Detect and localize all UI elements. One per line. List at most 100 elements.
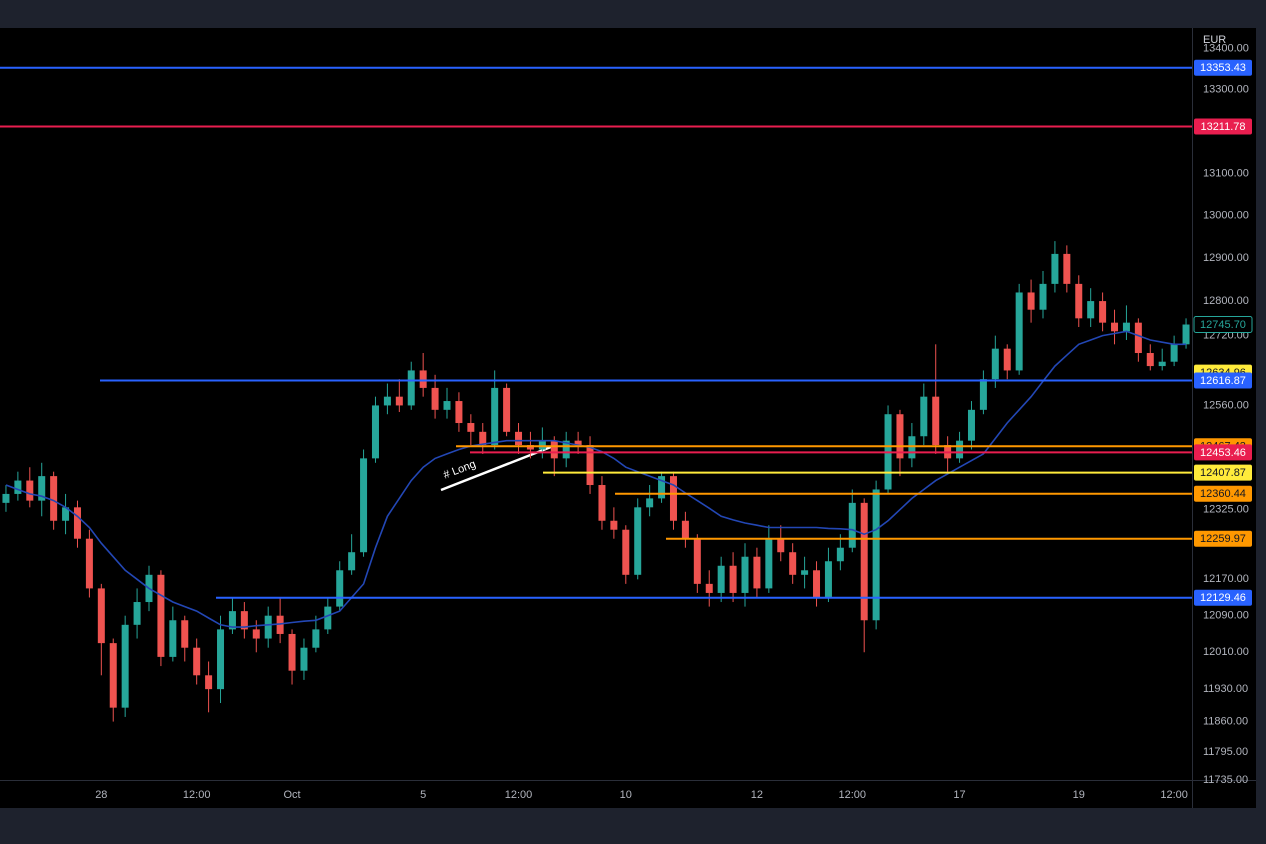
price-label-bg [1194,589,1252,606]
candle-body [717,565,725,593]
candle-body [789,552,797,575]
y-tick-label: 13100.00 [1203,167,1249,179]
candle-body [1099,301,1107,323]
candle-body [765,538,773,589]
candle-body [1158,361,1166,367]
price-label: 13211.78 [1200,121,1245,133]
price-label-bg [1194,444,1252,461]
candle-body [1039,283,1047,310]
candle-body [431,387,439,410]
candle-body [979,379,987,410]
chart-panel [0,28,1256,808]
y-tick-label: 12090.00 [1203,610,1249,622]
candle-body [503,387,511,432]
candle-body [1075,283,1083,319]
x-tick-label: 10 [620,789,632,801]
y-tick-label: 12010.00 [1203,646,1249,658]
candle-body [491,387,499,446]
candle-body [1063,253,1071,284]
x-tick-label: 28 [95,789,107,801]
candle-body [610,520,618,530]
x-tick-label: 12:00 [839,789,867,801]
candle-body [38,476,46,501]
y-tick-label: 13400.00 [1203,42,1249,54]
candle-body [348,552,356,571]
candle-body [634,507,642,575]
candle-body [395,396,403,406]
candle-body [73,507,81,539]
candle-body [1087,301,1095,319]
candle-body [228,611,236,630]
y-tick-label: 11930.00 [1203,683,1248,695]
candle-body [669,476,677,521]
candle-body [860,502,868,621]
x-tick-label: Oct [283,789,300,801]
candle-body [646,498,654,508]
last-price-label: 12745.70 [1200,319,1246,331]
x-tick-label: 12:00 [183,789,211,801]
price-label: 12616.87 [1200,375,1246,387]
price-label-bg [1194,118,1252,135]
candle-body [193,647,201,676]
y-tick-label: 11860.00 [1203,715,1248,727]
candle-body [681,520,689,539]
candle-body [276,615,284,634]
candle-body [26,480,34,501]
candle-body [252,629,260,639]
last-price-bg [1193,316,1253,334]
y-tick-label: 12900.00 [1203,252,1249,264]
y-tick-label: 12560.00 [1203,399,1249,411]
candle-body [526,445,534,450]
candle-body [312,629,320,648]
candle-body [658,476,666,499]
y-tick-label: 12170.00 [1203,573,1249,585]
candle-body [1003,348,1011,371]
candle-body [62,507,70,521]
candle-body [967,409,975,441]
candle-body [217,629,225,690]
candle-body [2,493,10,503]
price-label-bg [1194,372,1252,389]
candle-body [407,370,415,406]
x-tick-label: 12:00 [505,789,533,801]
candle-body [920,396,928,437]
price-label: 12453.46 [1200,447,1246,459]
candle-body [300,647,308,671]
candle-body [1170,344,1178,362]
price-label-bg [1194,530,1252,547]
candle-body [705,583,713,593]
candle-body [729,565,737,593]
price-axis: EUR 13400.00 13300.00 13100.00 13000.00 1290… [1193,34,1253,786]
x-tick-label: 19 [1073,789,1085,801]
candle-body [1146,353,1154,367]
candle-body [181,620,189,648]
candle-body [455,401,463,424]
y-tick-label: 11735.00 [1203,774,1248,786]
x-tick-label: 17 [953,789,965,801]
candle-body [813,570,821,598]
candle-body [1111,322,1119,332]
candle-body [288,633,296,671]
candle-body [133,602,141,625]
candle-body [574,440,582,446]
candle-body [1051,253,1059,284]
y-tick-label: 12800.00 [1203,295,1249,307]
candle-body [467,423,475,432]
candle-body [753,556,761,589]
plot-area: # Long [0,66,1192,722]
candle-body [109,643,117,708]
candle-body [371,405,379,459]
x-tick-label: 12:00 [1160,789,1188,801]
candle-body [956,440,964,459]
candle-body [479,431,487,446]
price-label-bg [1194,485,1252,502]
price-label: 12360.44 [1200,488,1246,500]
candle-body [121,624,129,708]
candle-body [622,529,630,575]
candle-body [848,502,856,548]
candle-body [741,556,749,593]
x-tick-label: 12 [751,789,763,801]
y-tick-label: 13300.00 [1203,84,1249,96]
candle-body [896,414,904,459]
